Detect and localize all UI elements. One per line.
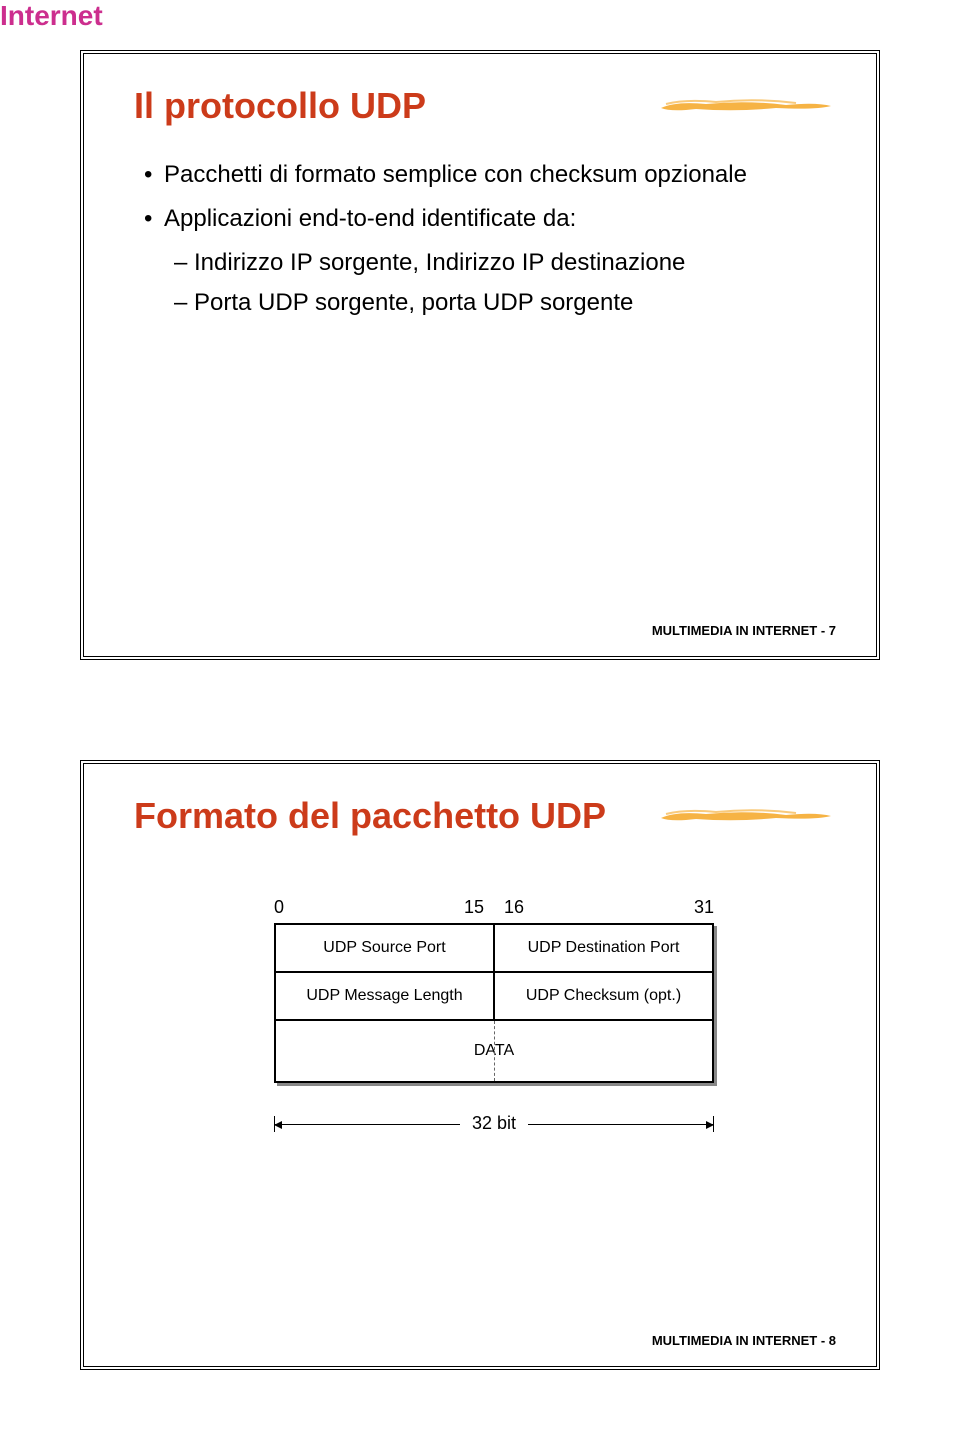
- bit-labels-row: 0 15 16 31: [274, 897, 714, 918]
- width-indicator: 32 bit: [274, 1113, 714, 1134]
- packet-cell-dest-port: UDP Destination Port: [495, 925, 712, 971]
- slide1-title-wrap: Il protocollo UDP: [134, 84, 826, 127]
- bullet-item: • Applicazioni end-to-end identificate d…: [144, 201, 826, 237]
- slide-2: Formato del pacchetto UDP 0 15 16 31 UDP…: [80, 760, 880, 1370]
- slide2-title-wrap: Formato del pacchetto UDP: [134, 794, 826, 837]
- sub-bullet-item: – Porta UDP sorgente, porta UDP sorgente: [174, 285, 826, 321]
- brush-accent-icon: [656, 96, 836, 116]
- data-divider-line: [494, 1021, 495, 1081]
- bullet-text: Applicazioni end-to-end identificate da:: [164, 201, 576, 237]
- slide2-footer: MULTIMEDIA IN INTERNET - 8: [652, 1333, 836, 1348]
- packet-cell-checksum: UDP Checksum (opt.): [495, 973, 712, 1019]
- slide1-content: • Pacchetti di formato semplice con chec…: [134, 157, 826, 321]
- truncated-header-text: Internet: [0, 0, 103, 32]
- dash-icon: –: [174, 285, 194, 321]
- bullet-text: Pacchetti di formato semplice con checks…: [164, 157, 747, 193]
- bullet-dot-icon: •: [144, 201, 164, 237]
- bit-label-15: 15: [319, 897, 494, 918]
- brush-accent-icon: [656, 806, 836, 826]
- packet-row-2: UDP Message Length UDP Checksum (opt.): [276, 973, 712, 1021]
- packet-table: UDP Source Port UDP Destination Port UDP…: [274, 923, 714, 1083]
- sub-bullet-item: – Indirizzo IP sorgente, Indirizzo IP de…: [174, 245, 826, 281]
- packet-row-data: DATA: [276, 1021, 712, 1081]
- bit-label-0: 0: [274, 897, 319, 918]
- slide-1: Il protocollo UDP • Pacchetti di formato…: [80, 50, 880, 660]
- sub-bullet-text: Indirizzo IP sorgente, Indirizzo IP dest…: [194, 245, 685, 281]
- packet-row-1: UDP Source Port UDP Destination Port: [276, 925, 712, 973]
- packet-cell-length: UDP Message Length: [276, 973, 495, 1019]
- bullet-dot-icon: •: [144, 157, 164, 193]
- width-tick-right-icon: [713, 1116, 714, 1132]
- packet-diagram: 0 15 16 31 UDP Source Port UDP Destinati…: [274, 897, 714, 1134]
- width-label: 32 bit: [460, 1113, 528, 1134]
- dash-icon: –: [174, 245, 194, 281]
- packet-cell-data: DATA: [276, 1021, 712, 1081]
- arrow-left-icon: [274, 1121, 282, 1129]
- sub-bullet-text: Porta UDP sorgente, porta UDP sorgente: [194, 285, 633, 321]
- slide1-footer: MULTIMEDIA IN INTERNET - 7: [652, 623, 836, 638]
- bit-label-16: 16: [494, 897, 669, 918]
- bit-label-31: 31: [669, 897, 714, 918]
- bullet-item: • Pacchetti di formato semplice con chec…: [144, 157, 826, 193]
- packet-cell-source-port: UDP Source Port: [276, 925, 495, 971]
